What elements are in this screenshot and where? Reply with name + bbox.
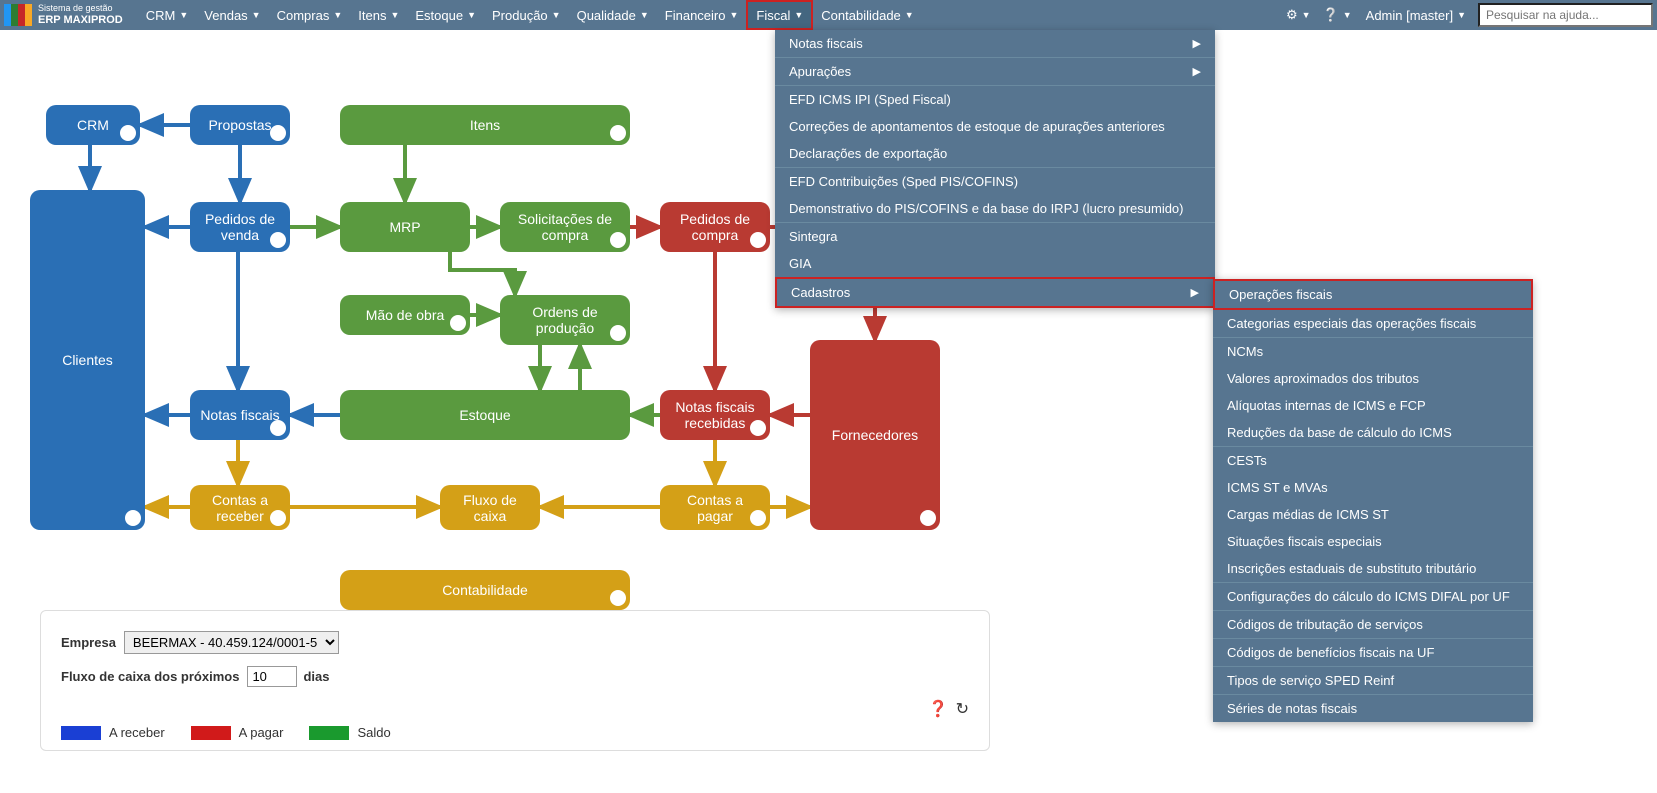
main-menu: CRM▼Vendas▼Compras▼Itens▼Estoque▼Produçã…	[138, 0, 1280, 30]
fiscal-item[interactable]: Apurações▶	[775, 57, 1215, 85]
menu-financeiro[interactable]: Financeiro▼	[657, 0, 747, 30]
fiscal-item[interactable]: Declarações de exportação	[775, 140, 1215, 167]
fiscal-item[interactable]: Cadastros▶Operações fiscaisCategorias es…	[775, 277, 1215, 308]
menu-produção[interactable]: Produção▼	[484, 0, 569, 30]
plus-icon[interactable]: +	[610, 325, 626, 341]
node-pedidos_venda[interactable]: Pedidos de venda+	[190, 202, 290, 252]
topbar: Sistema de gestão ERP MAXIPROD CRM▼Venda…	[0, 0, 1657, 30]
cadastros-item[interactable]: Cargas médias de ICMS ST	[1213, 501, 1533, 528]
empresa-select[interactable]: BEERMAX - 40.459.124/0001-5	[124, 631, 339, 654]
plus-icon[interactable]: +	[750, 232, 766, 248]
legend-label: A pagar	[239, 725, 284, 740]
plus-icon[interactable]: +	[120, 125, 136, 141]
logo-icon	[4, 4, 32, 26]
help-icon[interactable]: ❔▼	[1317, 0, 1358, 30]
node-crm[interactable]: CRM+	[46, 105, 140, 145]
cadastros-item[interactable]: Categorias especiais das operações fisca…	[1213, 310, 1533, 337]
node-itens[interactable]: Itens+	[340, 105, 630, 145]
cadastros-item[interactable]: CESTs	[1213, 446, 1533, 474]
logo-text: Sistema de gestão ERP MAXIPROD	[38, 4, 123, 26]
cadastros-item[interactable]: Valores aproximados dos tributos	[1213, 365, 1533, 392]
menu-compras[interactable]: Compras▼	[269, 0, 351, 30]
node-fornecedores[interactable]: Fornecedores+	[810, 340, 940, 530]
node-notas_fiscais[interactable]: Notas fiscais+	[190, 390, 290, 440]
cadastros-item[interactable]: Situações fiscais especiais	[1213, 528, 1533, 555]
plus-icon[interactable]: +	[450, 315, 466, 331]
cadastros-item[interactable]: Códigos de tributação de serviços	[1213, 610, 1533, 638]
fiscal-item[interactable]: EFD ICMS IPI (Sped Fiscal)	[775, 85, 1215, 113]
search-input[interactable]	[1478, 3, 1653, 27]
fiscal-item[interactable]: Correções de apontamentos de estoque de …	[775, 113, 1215, 140]
fiscal-item[interactable]: EFD Contribuições (Sped PIS/COFINS)	[775, 167, 1215, 195]
node-contas_receber[interactable]: Contas a receber+	[190, 485, 290, 530]
cadastros-item[interactable]: Séries de notas fiscais	[1213, 694, 1533, 722]
empresa-label: Empresa	[61, 635, 116, 650]
gear-icon[interactable]: ⚙▼	[1280, 0, 1317, 30]
node-mrp[interactable]: MRP	[340, 202, 470, 252]
plus-icon[interactable]: +	[920, 510, 936, 526]
fiscal-item[interactable]: Demonstrativo do PIS/COFINS e da base do…	[775, 195, 1215, 222]
node-mao_obra[interactable]: Mão de obra+	[340, 295, 470, 335]
fiscal-item[interactable]: GIA	[775, 250, 1215, 277]
plus-icon[interactable]: +	[270, 510, 286, 526]
fiscal-item[interactable]: Sintegra	[775, 222, 1215, 250]
cadastros-item[interactable]: Alíquotas internas de ICMS e FCP	[1213, 392, 1533, 419]
cadastros-item[interactable]: ICMS ST e MVAs	[1213, 474, 1533, 501]
node-propostas[interactable]: Propostas+	[190, 105, 290, 145]
dashboard-panel: Empresa BEERMAX - 40.459.124/0001-5 Flux…	[40, 610, 990, 751]
fluxo-label: Fluxo de caixa dos próximos	[61, 669, 239, 684]
menu-contabilidade[interactable]: Contabilidade▼	[813, 0, 921, 30]
cadastros-item[interactable]: NCMs	[1213, 337, 1533, 365]
legend-swatch	[309, 726, 349, 740]
node-ordens_prod[interactable]: Ordens de produção+	[500, 295, 630, 345]
plus-icon[interactable]: +	[750, 510, 766, 526]
plus-icon[interactable]: +	[610, 232, 626, 248]
legend-label: Saldo	[357, 725, 390, 740]
fiscal-dropdown: Notas fiscais▶Apurações▶EFD ICMS IPI (Sp…	[775, 30, 1215, 308]
fiscal-item[interactable]: Notas fiscais▶	[775, 30, 1215, 57]
cadastros-submenu: Operações fiscaisCategorias especiais da…	[1213, 279, 1533, 722]
menu-estoque[interactable]: Estoque▼	[407, 0, 484, 30]
cadastros-item[interactable]: Inscrições estaduais de substituto tribu…	[1213, 555, 1533, 582]
cadastros-item[interactable]: Operações fiscais	[1213, 279, 1533, 310]
node-fluxo_caixa[interactable]: Fluxo de caixa	[440, 485, 540, 530]
node-nf_recebidas[interactable]: Notas fiscais recebidas+	[660, 390, 770, 440]
node-contabilidade[interactable]: Contabilidade+	[340, 570, 630, 610]
plus-icon[interactable]: +	[610, 125, 626, 141]
plus-icon[interactable]: +	[750, 420, 766, 436]
node-clientes[interactable]: Clientes+	[30, 190, 145, 530]
logo[interactable]: Sistema de gestão ERP MAXIPROD	[4, 4, 123, 26]
fluxo-days-input[interactable]	[247, 666, 297, 687]
cadastros-item[interactable]: Códigos de benefícios fiscais na UF	[1213, 638, 1533, 666]
node-contas_pagar[interactable]: Contas a pagar+	[660, 485, 770, 530]
node-estoque[interactable]: Estoque	[340, 390, 630, 440]
plus-icon[interactable]: +	[125, 510, 141, 526]
node-solic_compra[interactable]: Solicitações de compra+	[500, 202, 630, 252]
menu-qualidade[interactable]: Qualidade▼	[569, 0, 657, 30]
cadastros-item[interactable]: Configurações do cálculo do ICMS DIFAL p…	[1213, 582, 1533, 610]
legend-label: A receber	[109, 725, 165, 740]
fluxo-suffix: dias	[303, 669, 329, 684]
plus-icon[interactable]: +	[610, 590, 626, 606]
menu-fiscal[interactable]: Fiscal▼	[746, 0, 813, 30]
help-panel-icon[interactable]: ❓	[928, 701, 948, 718]
cadastros-item[interactable]: Tipos de serviço SPED Reinf	[1213, 666, 1533, 694]
legend-swatch	[61, 726, 101, 740]
plus-icon[interactable]: +	[270, 420, 286, 436]
plus-icon[interactable]: +	[270, 125, 286, 141]
menu-vendas[interactable]: Vendas▼	[196, 0, 268, 30]
legend-swatch	[191, 726, 231, 740]
menu-itens[interactable]: Itens▼	[350, 0, 407, 30]
admin-menu[interactable]: Admin [master]▼	[1358, 8, 1474, 23]
cadastros-item[interactable]: Reduções da base de cálculo do ICMS	[1213, 419, 1533, 446]
chart-legend: A receber A pagar Saldo	[61, 725, 969, 740]
refresh-icon[interactable]: ↻	[956, 701, 969, 718]
node-pedidos_compra[interactable]: Pedidos de compra+	[660, 202, 770, 252]
menu-crm[interactable]: CRM▼	[138, 0, 197, 30]
plus-icon[interactable]: +	[270, 232, 286, 248]
